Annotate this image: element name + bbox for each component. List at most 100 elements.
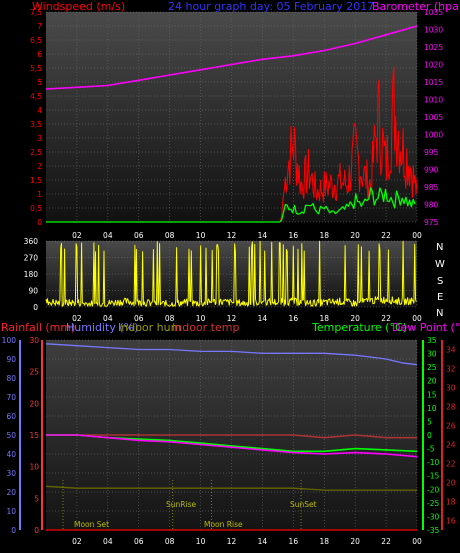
rainfall-y-tick-label: 20 bbox=[29, 399, 39, 408]
humidity-y-tick-label: 0 bbox=[11, 526, 16, 535]
baro-y-tick-label: 1020 bbox=[424, 61, 443, 70]
humidity-y-tick-label: 100 bbox=[2, 336, 17, 345]
wind-y-tick-label: 7 bbox=[37, 22, 42, 31]
temperature-y-tick-label: 5 bbox=[427, 417, 432, 426]
temperature-y-tick-label: -10 bbox=[427, 458, 439, 467]
wind-y-tick-label: 0,5 bbox=[30, 204, 42, 213]
dew-point-y-tick-label: 22 bbox=[446, 460, 456, 469]
compass-n-top: N bbox=[436, 242, 443, 253]
x-tick-label: 06 bbox=[134, 537, 144, 546]
baro-y-tick-label: 975 bbox=[424, 218, 439, 227]
direction-y-tick-label: 0 bbox=[33, 303, 38, 312]
dew-point-y-tick-label: 30 bbox=[446, 384, 456, 393]
humidity-y-tick-label: 90 bbox=[6, 355, 16, 364]
direction-y-tick-label: 360 bbox=[24, 237, 39, 246]
temperature-y-tick-label: 35 bbox=[427, 336, 437, 345]
wind-y-tick-label: 5,5 bbox=[30, 64, 42, 73]
x-tick-label: 00 bbox=[412, 231, 422, 240]
baro-y-tick-label: 980 bbox=[424, 201, 439, 210]
x-tick-label: 14 bbox=[258, 537, 268, 546]
rainfall-y-tick-label: 15 bbox=[29, 431, 39, 440]
wind-y-tick-label: 6,5 bbox=[30, 36, 42, 45]
x-tick-label: 12 bbox=[227, 231, 237, 240]
humidity-line bbox=[45, 343, 418, 366]
wind-y-tick-label: 4 bbox=[37, 106, 42, 115]
x-tick-label: 02 bbox=[72, 231, 82, 240]
x-tick-label: 08 bbox=[165, 231, 175, 240]
rainfall-y-tick-label: 5 bbox=[34, 494, 39, 503]
compass-n-bottom: N bbox=[436, 308, 443, 319]
chart-title: 24 hour graph day: 05 February 2017 bbox=[168, 0, 374, 13]
event-moon-set: Moon Set bbox=[74, 520, 109, 529]
barometer-axis-title: Barometer (hpa) bbox=[372, 0, 460, 13]
baro-y-tick-label: 1030 bbox=[424, 26, 443, 35]
wind-y-tick-label: 4,5 bbox=[30, 92, 42, 101]
dew-point-y-tick-label: 28 bbox=[446, 403, 456, 412]
wind-y-tick-label: 2,5 bbox=[30, 148, 42, 157]
temperature-y-tick-label: -30 bbox=[427, 512, 439, 521]
dew-point-y-tick-label: 16 bbox=[446, 517, 456, 526]
x-tick-label: 10 bbox=[196, 314, 206, 323]
wind-y-tick-label: 2 bbox=[37, 162, 42, 171]
direction-y-tick-label: 90 bbox=[28, 287, 38, 296]
direction-y-tick-label: 180 bbox=[24, 270, 39, 279]
temperature-y-tick-label: -5 bbox=[427, 445, 435, 454]
x-tick-label: 20 bbox=[350, 314, 360, 323]
x-tick-label: 18 bbox=[319, 537, 329, 546]
indoor-hum-axis-title: Indoor hum bbox=[118, 321, 181, 334]
x-tick-label: 22 bbox=[381, 314, 391, 323]
x-tick-label: 00 bbox=[412, 537, 422, 546]
barometer-line bbox=[45, 25, 418, 90]
event-moon-rise: Moon Rise bbox=[204, 520, 243, 529]
baro-y-tick-label: 1010 bbox=[424, 96, 443, 105]
baro-y-tick-label: 1035 bbox=[424, 8, 443, 17]
x-tick-label: 08 bbox=[165, 314, 175, 323]
x-tick-label: 08 bbox=[165, 537, 175, 546]
baro-y-tick-label: 990 bbox=[424, 166, 439, 175]
x-tick-label: 12 bbox=[227, 314, 237, 323]
dew-point-y-tick-label: 20 bbox=[446, 479, 456, 488]
compass-s: S bbox=[437, 276, 443, 287]
temperature-axis-title: Temperature (°C) bbox=[311, 321, 407, 334]
humidity-y-tick-label: 30 bbox=[6, 469, 16, 478]
temperature-y-tick-label: -15 bbox=[427, 472, 439, 481]
rainfall-y-tick-label: 25 bbox=[29, 368, 39, 377]
x-tick-label: 00 bbox=[412, 314, 422, 323]
dew-point-y-tick-label: 26 bbox=[446, 422, 456, 431]
temperature-y-tick-label: 15 bbox=[427, 390, 437, 399]
x-tick-label: 16 bbox=[289, 314, 299, 323]
wind-y-tick-label: 1 bbox=[37, 190, 42, 199]
x-tick-label: 18 bbox=[319, 231, 329, 240]
windspeed-axis-title: Windspeed (m/s) bbox=[32, 0, 125, 13]
temperature-y-tick-label: -35 bbox=[427, 526, 439, 535]
x-tick-label: 20 bbox=[350, 231, 360, 240]
temperature-y-tick-label: -20 bbox=[427, 485, 439, 494]
rainfall-y-tick-label: 10 bbox=[29, 463, 39, 472]
x-tick-label: 04 bbox=[103, 231, 113, 240]
rainfall-y-tick-label: 0 bbox=[34, 526, 39, 535]
humidity-y-tick-label: 40 bbox=[6, 450, 16, 459]
baro-y-tick-label: 1025 bbox=[424, 43, 443, 52]
baro-y-tick-label: 1005 bbox=[424, 113, 443, 122]
indoor-temp-line bbox=[46, 434, 417, 439]
temperature-y-tick-label: -25 bbox=[427, 499, 439, 508]
baro-y-tick-label: 1015 bbox=[424, 78, 443, 87]
rainfall-y-tick-label: 30 bbox=[29, 336, 39, 345]
indoor-temp-axis-title: Indoor temp bbox=[172, 321, 239, 334]
x-tick-label: 02 bbox=[72, 314, 82, 323]
humidity-y-tick-label: 70 bbox=[6, 393, 16, 402]
temperature-y-tick-label: 10 bbox=[427, 404, 437, 413]
compass-e: E bbox=[437, 292, 443, 303]
wind-direction-line bbox=[45, 240, 417, 307]
x-tick-label: 10 bbox=[196, 231, 206, 240]
humidity-y-tick-label: 10 bbox=[6, 507, 16, 516]
dew-point-y-tick-label: 24 bbox=[446, 441, 456, 450]
x-tick-label: 18 bbox=[319, 314, 329, 323]
dew-point-y-tick-label: 32 bbox=[446, 365, 456, 374]
temperature-y-tick-label: 20 bbox=[427, 377, 437, 386]
x-tick-label: 06 bbox=[134, 231, 144, 240]
event-sunrise: SunRise bbox=[166, 500, 196, 509]
x-tick-label: 10 bbox=[196, 537, 206, 546]
x-tick-label: 22 bbox=[381, 537, 391, 546]
temperature-y-tick-label: 0 bbox=[427, 431, 432, 440]
